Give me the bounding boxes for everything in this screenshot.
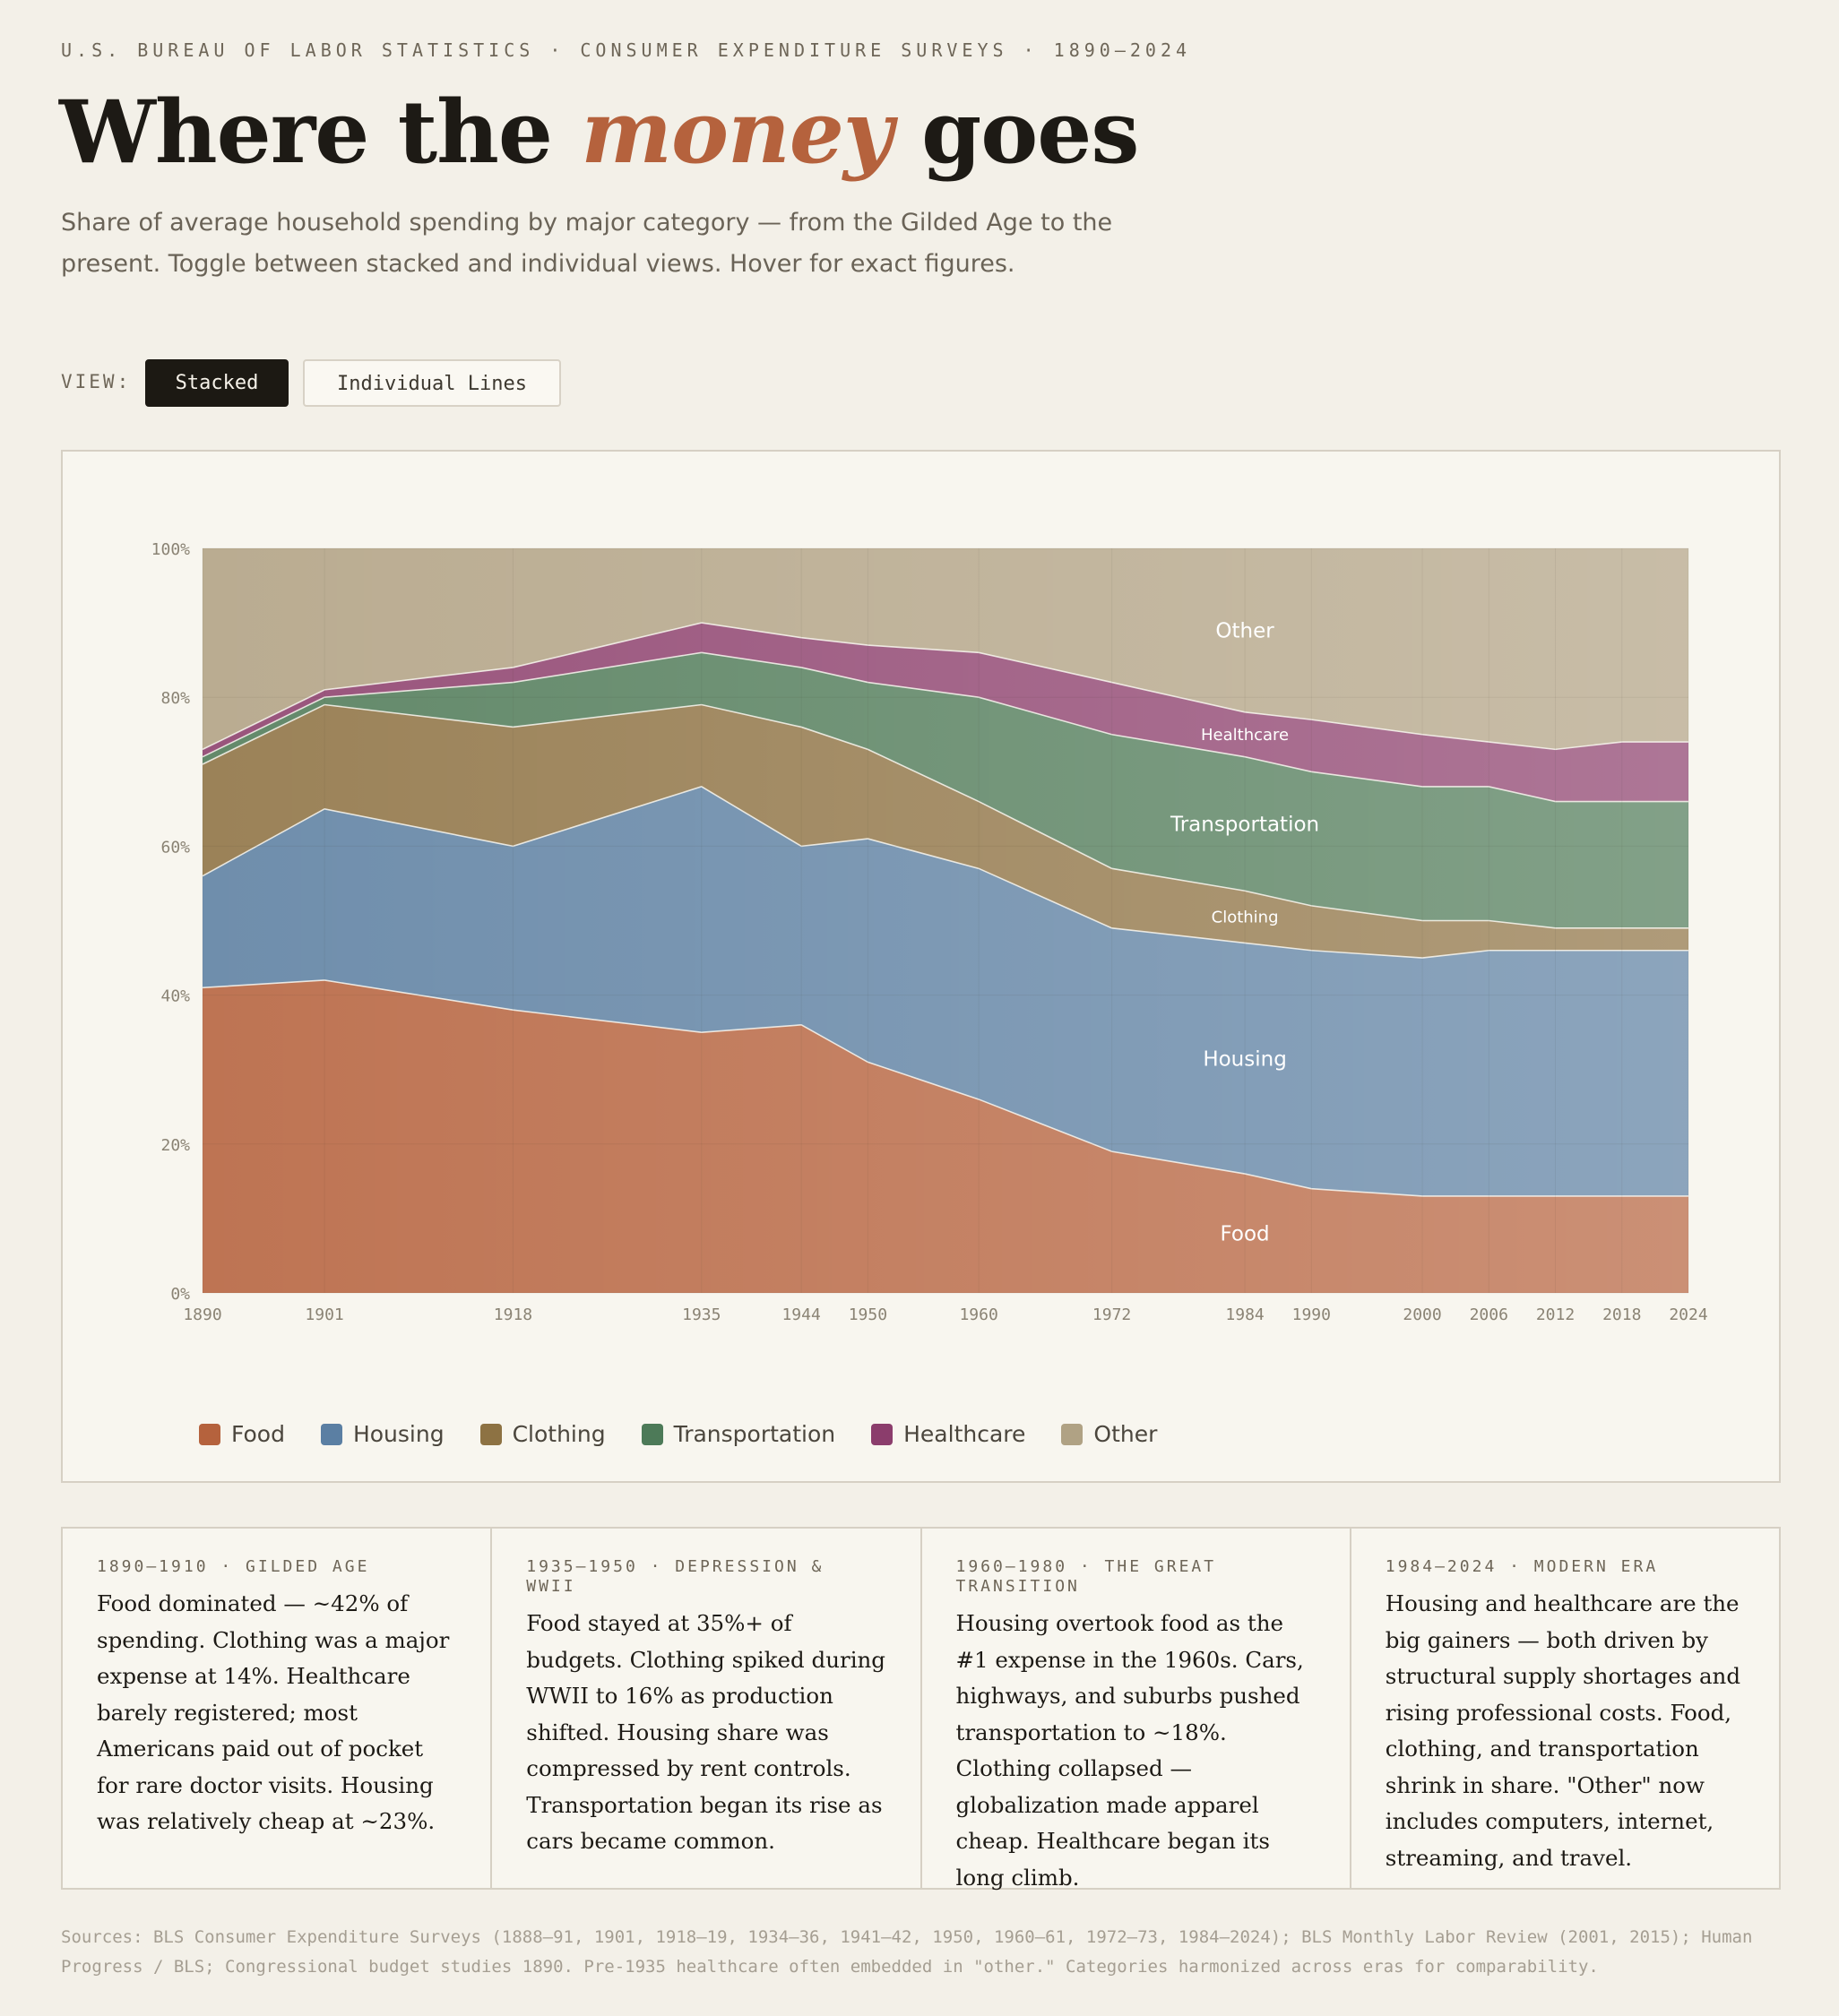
legend-label: Healthcare — [903, 1421, 1026, 1447]
sources-note: Sources: BLS Consumer Expenditure Survey… — [61, 1927, 1753, 1977]
boundary-clothing — [202, 703, 1688, 929]
stacked-area-chart: 0% 20% 40% 60% 80% 100% 1890 1901 1918 1935 1944 19… — [151, 540, 1708, 1324]
legend-item-transportation[interactable]: Transportation — [641, 1421, 836, 1447]
era-text: Food dominated — ~42% of spending. Cloth… — [97, 1590, 450, 1834]
area-label-housing: Housing — [1203, 1047, 1287, 1071]
area-label-clothing: Clothing — [1212, 909, 1279, 927]
y-tick-label: 0% — [170, 1285, 190, 1304]
boundary-transportation — [202, 651, 1688, 803]
era-note-1: 1890–1910 · GILDED AGE Food dominated — ~… — [63, 1529, 493, 1888]
legend-item-housing[interactable]: Housing — [320, 1421, 445, 1447]
y-tick-label: 20% — [160, 1136, 190, 1155]
page-title: Where the money goes — [59, 79, 1139, 186]
era-text: Housing overtook food as the #1 expense … — [955, 1610, 1304, 1891]
stacked-view-button[interactable]: Stacked — [145, 359, 289, 407]
x-tick-label: 2012 — [1536, 1305, 1575, 1324]
x-tick-label: 1984 — [1225, 1305, 1264, 1324]
individual-lines-button[interactable]: Individual Lines — [303, 359, 561, 407]
legend-swatch — [1061, 1423, 1084, 1445]
legend-swatch — [199, 1423, 220, 1445]
legend-label: Other — [1093, 1421, 1158, 1447]
x-tick-label: 1944 — [781, 1305, 820, 1324]
boundary-food — [202, 979, 1688, 1197]
title-pre: Where the — [59, 82, 582, 183]
x-tick-label: 1960 — [959, 1305, 997, 1324]
era-text: Housing and healthcare are the big gaine… — [1385, 1590, 1741, 1871]
x-tick-label: 1990 — [1292, 1305, 1331, 1324]
legend-label: Food — [231, 1421, 285, 1447]
era-note-3: 1960–1980 · THE GREAT TRANSITION Housing … — [922, 1529, 1351, 1891]
chart-panel: 0% 20% 40% 60% 80% 100% 1890 1901 1918 1935 1944 19… — [61, 450, 1781, 1483]
legend-item-other[interactable]: Other — [1061, 1421, 1157, 1447]
x-tick-label: 1890 — [183, 1305, 221, 1324]
legend-item-food[interactable]: Food — [199, 1421, 285, 1447]
legend-label: Clothing — [512, 1421, 606, 1447]
era-note-2: 1935–1950 · DEPRESSION & WWII Food stayed… — [492, 1529, 922, 1888]
x-tick-label: 1935 — [682, 1305, 721, 1324]
x-tick-label: 2024 — [1669, 1305, 1707, 1324]
x-tick-label: 2006 — [1470, 1305, 1508, 1324]
era-note-4: 1984–2024 · MODERN ERA Housing and health… — [1351, 1529, 1779, 1888]
era-text: Food stayed at 35%+ of budgets. Clothing… — [526, 1610, 885, 1854]
era-label: 1890–1910 · GILDED AGE — [97, 1557, 370, 1576]
area-label-other: Other — [1215, 619, 1274, 642]
legend-label: Transportation — [673, 1421, 836, 1447]
page-subtitle: Share of average household spending by m… — [61, 209, 1113, 278]
boundary-housing — [202, 786, 1688, 959]
x-tick-label: 2018 — [1602, 1305, 1641, 1324]
y-tick-label: 60% — [160, 838, 190, 857]
y-tick-label: 100% — [151, 540, 191, 559]
legend-swatch — [479, 1423, 502, 1445]
legend-swatch — [320, 1423, 342, 1445]
area-label-transportation: Transportation — [1170, 814, 1319, 837]
view-label: VIEW: — [61, 371, 132, 392]
era-label: 1960–1980 · THE GREAT TRANSITION — [955, 1557, 1217, 1596]
era-notes: 1890–1910 · GILDED AGE Food dominated — ~… — [61, 1527, 1781, 1891]
era-label: 1984–2024 · MODERN ERA — [1385, 1557, 1659, 1576]
y-tick-label: 80% — [160, 689, 190, 708]
title-post: goes — [892, 82, 1139, 183]
era-label: 1935–1950 · DEPRESSION & WWII — [526, 1557, 825, 1596]
boundary-healthcare — [202, 622, 1688, 751]
legend-label: Housing — [352, 1421, 445, 1447]
x-tick-label: 1901 — [305, 1305, 343, 1324]
legend-swatch — [871, 1423, 894, 1445]
area-label-healthcare: Healthcare — [1201, 726, 1289, 745]
x-tick-label: 1972 — [1092, 1305, 1131, 1324]
title-accent: money — [581, 82, 893, 183]
x-tick-label: 1950 — [849, 1305, 887, 1324]
x-tick-label: 2000 — [1403, 1305, 1441, 1324]
legend-item-clothing[interactable]: Clothing — [479, 1421, 606, 1447]
legend-item-healthcare[interactable]: Healthcare — [871, 1421, 1025, 1447]
x-tick-label: 1918 — [494, 1305, 532, 1324]
area-label-food: Food — [1220, 1223, 1269, 1246]
chart-legend: Food Housing Clothing Transportation Healthc… — [199, 1421, 1157, 1447]
eyebrow-source: U.S. BUREAU OF LABOR STATISTICS · CONSUM… — [61, 39, 1192, 61]
legend-swatch — [641, 1423, 663, 1445]
gridlines — [202, 547, 1689, 1294]
y-tick-label: 40% — [160, 987, 190, 1006]
